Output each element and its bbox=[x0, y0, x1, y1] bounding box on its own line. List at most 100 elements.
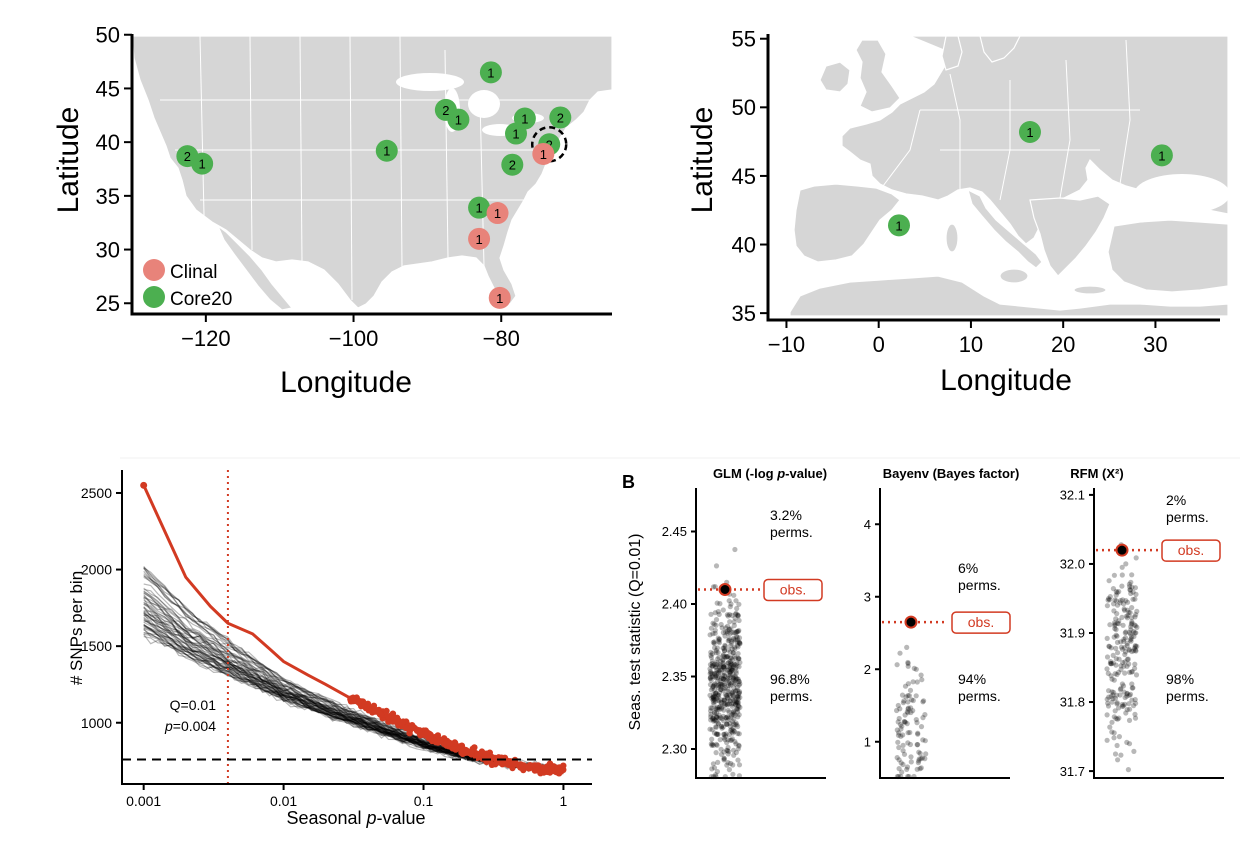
rfm-ticks: 31.7 31.8 31.9 32.0 32.1 bbox=[1060, 488, 1094, 779]
permutation-point bbox=[715, 759, 721, 766]
europe-ylabel: Latitude bbox=[686, 107, 719, 214]
permutation-point bbox=[718, 658, 724, 665]
permutation-point bbox=[716, 611, 722, 618]
permutation-point bbox=[1129, 619, 1135, 625]
observed-point bbox=[377, 711, 384, 718]
permutation-point bbox=[714, 667, 720, 673]
permutation-line bbox=[143, 603, 564, 772]
permutation-point bbox=[896, 757, 902, 763]
permutation-point bbox=[730, 771, 736, 777]
map1-ytick-label: 35 bbox=[732, 301, 756, 326]
permutation-point bbox=[719, 625, 725, 631]
permutation-point bbox=[1128, 621, 1134, 627]
permutation-point bbox=[725, 667, 731, 673]
obs-label: obs. bbox=[968, 614, 994, 630]
permutation-point bbox=[733, 749, 739, 756]
permutation-point bbox=[715, 683, 722, 689]
permutation-point bbox=[1132, 711, 1138, 717]
permutation-point bbox=[730, 693, 737, 699]
permutation-point bbox=[732, 681, 738, 687]
permutation-point bbox=[721, 718, 727, 724]
permutation-point bbox=[726, 637, 732, 643]
permutation-point bbox=[722, 677, 728, 683]
permutation-point bbox=[913, 693, 919, 699]
core20-point bbox=[468, 196, 491, 219]
permutation-point bbox=[737, 704, 743, 711]
permutation-point bbox=[1110, 652, 1116, 659]
observed-point bbox=[463, 747, 470, 754]
snps-ytick-label: 1500 bbox=[81, 638, 112, 654]
permutation-point bbox=[729, 680, 735, 686]
point-count-label: 1 bbox=[455, 113, 462, 128]
permutation-point bbox=[905, 663, 911, 669]
permutation-point bbox=[1120, 597, 1126, 603]
permutation-point bbox=[1112, 708, 1118, 714]
permutation-point bbox=[721, 662, 727, 668]
permutation-point bbox=[736, 627, 742, 634]
permutation-point bbox=[1127, 629, 1133, 636]
permutation-point bbox=[729, 612, 735, 619]
permutation-point bbox=[736, 689, 743, 695]
permutation-point bbox=[1118, 598, 1124, 604]
bayenv-subplot: Bayenv (Bayes factor) 1 2 3 4 obs. 6% perms… bbox=[864, 466, 1019, 780]
permutation-point bbox=[726, 635, 732, 642]
permutation-point bbox=[1111, 730, 1117, 736]
glm-observed: obs. bbox=[698, 578, 823, 602]
point-count-label: 1 bbox=[475, 232, 482, 247]
permutation-point bbox=[1120, 659, 1126, 666]
permutation-point bbox=[1124, 691, 1130, 697]
permutation-point bbox=[731, 698, 737, 704]
permutation-point bbox=[725, 647, 731, 653]
permutation-line bbox=[143, 591, 564, 771]
observed-point bbox=[446, 740, 454, 747]
permutation-point bbox=[1124, 656, 1130, 663]
permutation-point bbox=[1129, 634, 1135, 640]
snps-plot-area bbox=[122, 470, 592, 784]
permutation-point bbox=[735, 655, 741, 661]
permutation-point bbox=[1113, 588, 1119, 595]
permutation-point bbox=[721, 707, 727, 713]
permutation-point bbox=[722, 643, 728, 649]
permutation-point bbox=[710, 639, 717, 646]
permutation-point bbox=[716, 673, 722, 680]
permutation-point bbox=[1114, 611, 1120, 617]
permutation-point bbox=[734, 639, 740, 646]
permutation-point bbox=[719, 725, 725, 731]
permutation-point bbox=[920, 699, 926, 705]
permutation-point bbox=[1111, 634, 1117, 640]
permutation-point bbox=[733, 637, 739, 643]
permutation-point bbox=[920, 715, 926, 721]
observed-point bbox=[390, 715, 398, 722]
permutation-point bbox=[734, 699, 741, 705]
observed-point bbox=[406, 730, 413, 737]
anatolia bbox=[1107, 219, 1229, 293]
map1-ytick-label: 45 bbox=[732, 164, 756, 189]
permutation-point bbox=[726, 732, 732, 738]
permutation-point bbox=[1122, 659, 1128, 665]
permutation-point bbox=[713, 690, 719, 696]
permutation-point bbox=[918, 724, 925, 730]
permutation-point bbox=[723, 731, 729, 737]
permutation-point bbox=[1126, 609, 1132, 615]
permutation-point bbox=[1113, 645, 1119, 652]
permutation-point bbox=[733, 675, 739, 681]
permutation-point bbox=[735, 651, 741, 657]
observed-point bbox=[508, 760, 516, 767]
permutation-point bbox=[1111, 601, 1117, 607]
snps-per-bin-panel: 0.001 0.01 0.1 1 1000 1500 2000 2500 Seasonal p… bbox=[67, 470, 592, 828]
permutation-point bbox=[729, 729, 735, 735]
legend-clinal-swatch bbox=[143, 259, 165, 281]
core20-point bbox=[549, 106, 572, 129]
permutation-point bbox=[1122, 635, 1129, 641]
permutation-point bbox=[1130, 685, 1136, 691]
rfm-lower-perms: perms. bbox=[1166, 688, 1209, 704]
permutation-point bbox=[735, 709, 741, 715]
permutation-point bbox=[731, 619, 737, 625]
permutation-point bbox=[898, 760, 904, 766]
permutation-point bbox=[733, 741, 739, 747]
permutation-point bbox=[900, 742, 906, 749]
permutation-point bbox=[736, 639, 742, 645]
permutation-point bbox=[1112, 751, 1119, 757]
permutation-point bbox=[721, 672, 728, 679]
permutation-point bbox=[707, 632, 713, 638]
